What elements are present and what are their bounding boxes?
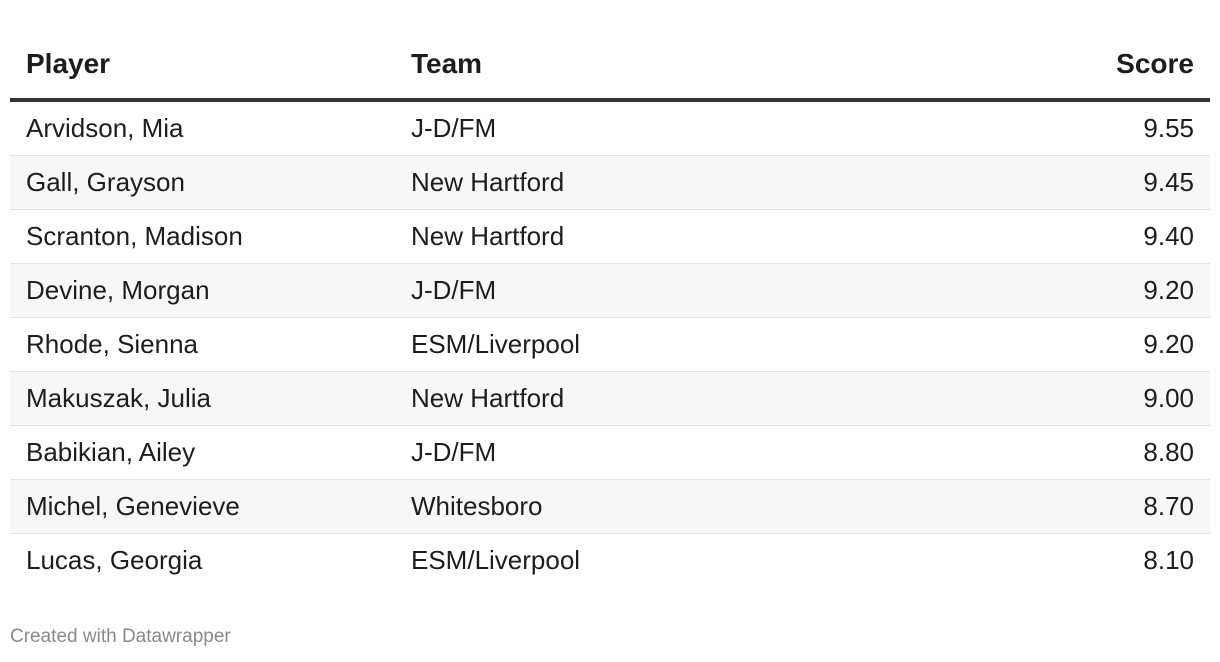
table-cell: New Hartford [395, 371, 923, 426]
table-cell: 9.20 [922, 317, 1210, 372]
table-cell: 8.80 [922, 425, 1210, 480]
table-row: Makuszak, Julia New Hartford 9.00 [10, 371, 1210, 426]
table-cell: New Hartford [395, 155, 923, 210]
table-row: Arvidson, Mia J-D/FM 9.55 [10, 100, 1210, 156]
table-cell: J-D/FM [395, 263, 923, 318]
table-cell: Scranton, Madison [10, 209, 395, 264]
table-cell: New Hartford [395, 209, 923, 264]
table-cell: 8.10 [1143, 545, 1194, 575]
table-cell: Whitesboro [395, 479, 923, 534]
table-cell: J-D/FM [395, 100, 923, 156]
table-cell: 9.45 [922, 155, 1210, 210]
table-cell: ESM/Liverpool [411, 545, 581, 575]
table-cell: 8.70 [922, 479, 1210, 534]
footer-credit: Created with Datawrapper [10, 626, 231, 647]
column-header: Score [922, 36, 1210, 102]
table-cell: Arvidson, Mia [10, 100, 395, 156]
table-row: Michel, Genevieve Whitesboro 8.70 [10, 479, 1210, 534]
data-table: Player Team Score Arvidson, Mia J-D/FM 9.55 G… [10, 36, 1210, 587]
table-cell: Lucas, Georgia [26, 545, 203, 575]
table-cell: Makuszak, Julia [10, 371, 395, 426]
table-cell: 9.40 [922, 209, 1210, 264]
column-header: Team [395, 36, 923, 102]
table-cell: J-D/FM [395, 425, 923, 480]
table-row: Devine, Morgan J-D/FM 9.20 [10, 263, 1210, 318]
table-row: Gall, Grayson New Hartford 9.45 [10, 155, 1210, 210]
table-cell: ESM/Liverpool [395, 317, 923, 372]
table-cell: Gall, Grayson [10, 155, 395, 210]
column-header: Player [10, 36, 395, 102]
table-cell: Devine, Morgan [10, 263, 395, 318]
header-row: Player Team Score [10, 36, 1210, 102]
table-cell: Babikian, Ailey [10, 425, 395, 480]
table-body: Arvidson, Mia J-D/FM 9.55 Gall, Grayson New … [10, 100, 1210, 587]
table-row: Babikian, Ailey J-D/FM 8.80 [10, 425, 1210, 480]
table-row: Lucas, Georgia ESM/Liverpool 8.10 [10, 534, 1210, 588]
table-cell: 9.00 [922, 371, 1210, 426]
table-cell: Michel, Genevieve [10, 479, 395, 534]
table-cell: 9.55 [922, 100, 1210, 156]
table-header: Player Team Score [10, 36, 1210, 102]
table-row: Scranton, Madison New Hartford 9.40 [10, 209, 1210, 264]
table-row: Rhode, Sienna ESM/Liverpool 9.20 [10, 317, 1210, 372]
table-cell: Rhode, Sienna [10, 317, 395, 372]
table-cell: 9.20 [922, 263, 1210, 318]
